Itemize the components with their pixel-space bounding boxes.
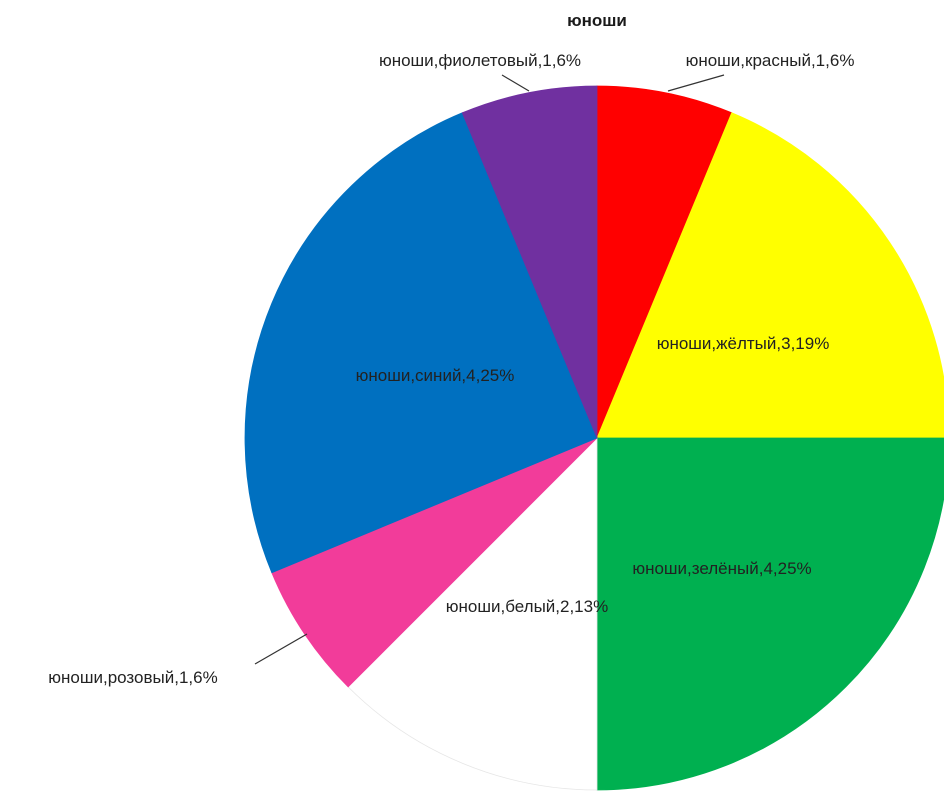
pie-slice-5 — [244, 112, 598, 574]
pie-slice-1 — [596, 112, 944, 439]
leader-line-0 — [667, 74, 725, 92]
slice-label-5: юноши,синий,4,25% — [356, 366, 515, 385]
pie-slice-3 — [347, 437, 598, 791]
leader-lines — [254, 74, 725, 665]
pie-slice-0 — [596, 85, 733, 439]
slice-label-4: юноши,розовый,1,6% — [48, 668, 217, 687]
slice-label-3: юноши,белый,2,13% — [446, 597, 608, 616]
slice-label-2: юноши,зелёный,4,25% — [632, 559, 811, 578]
pie-slices — [244, 85, 944, 791]
leader-line-6 — [501, 74, 530, 92]
chart-title: юноши — [567, 11, 627, 30]
slice-label-1: юноши,жёлтый,3,19% — [657, 334, 830, 353]
pie-slice-6 — [461, 85, 598, 439]
slice-label-6: юноши,фиолетовый,1,6% — [379, 51, 581, 70]
pie-slice-4 — [271, 437, 598, 688]
slice-labels: юноши,красный,1,6% юноши,жёлтый,3,19% юнош… — [48, 51, 854, 687]
leader-line-4 — [254, 633, 308, 665]
pie-slice-2 — [596, 437, 944, 791]
slice-label-0: юноши,красный,1,6% — [686, 51, 855, 70]
